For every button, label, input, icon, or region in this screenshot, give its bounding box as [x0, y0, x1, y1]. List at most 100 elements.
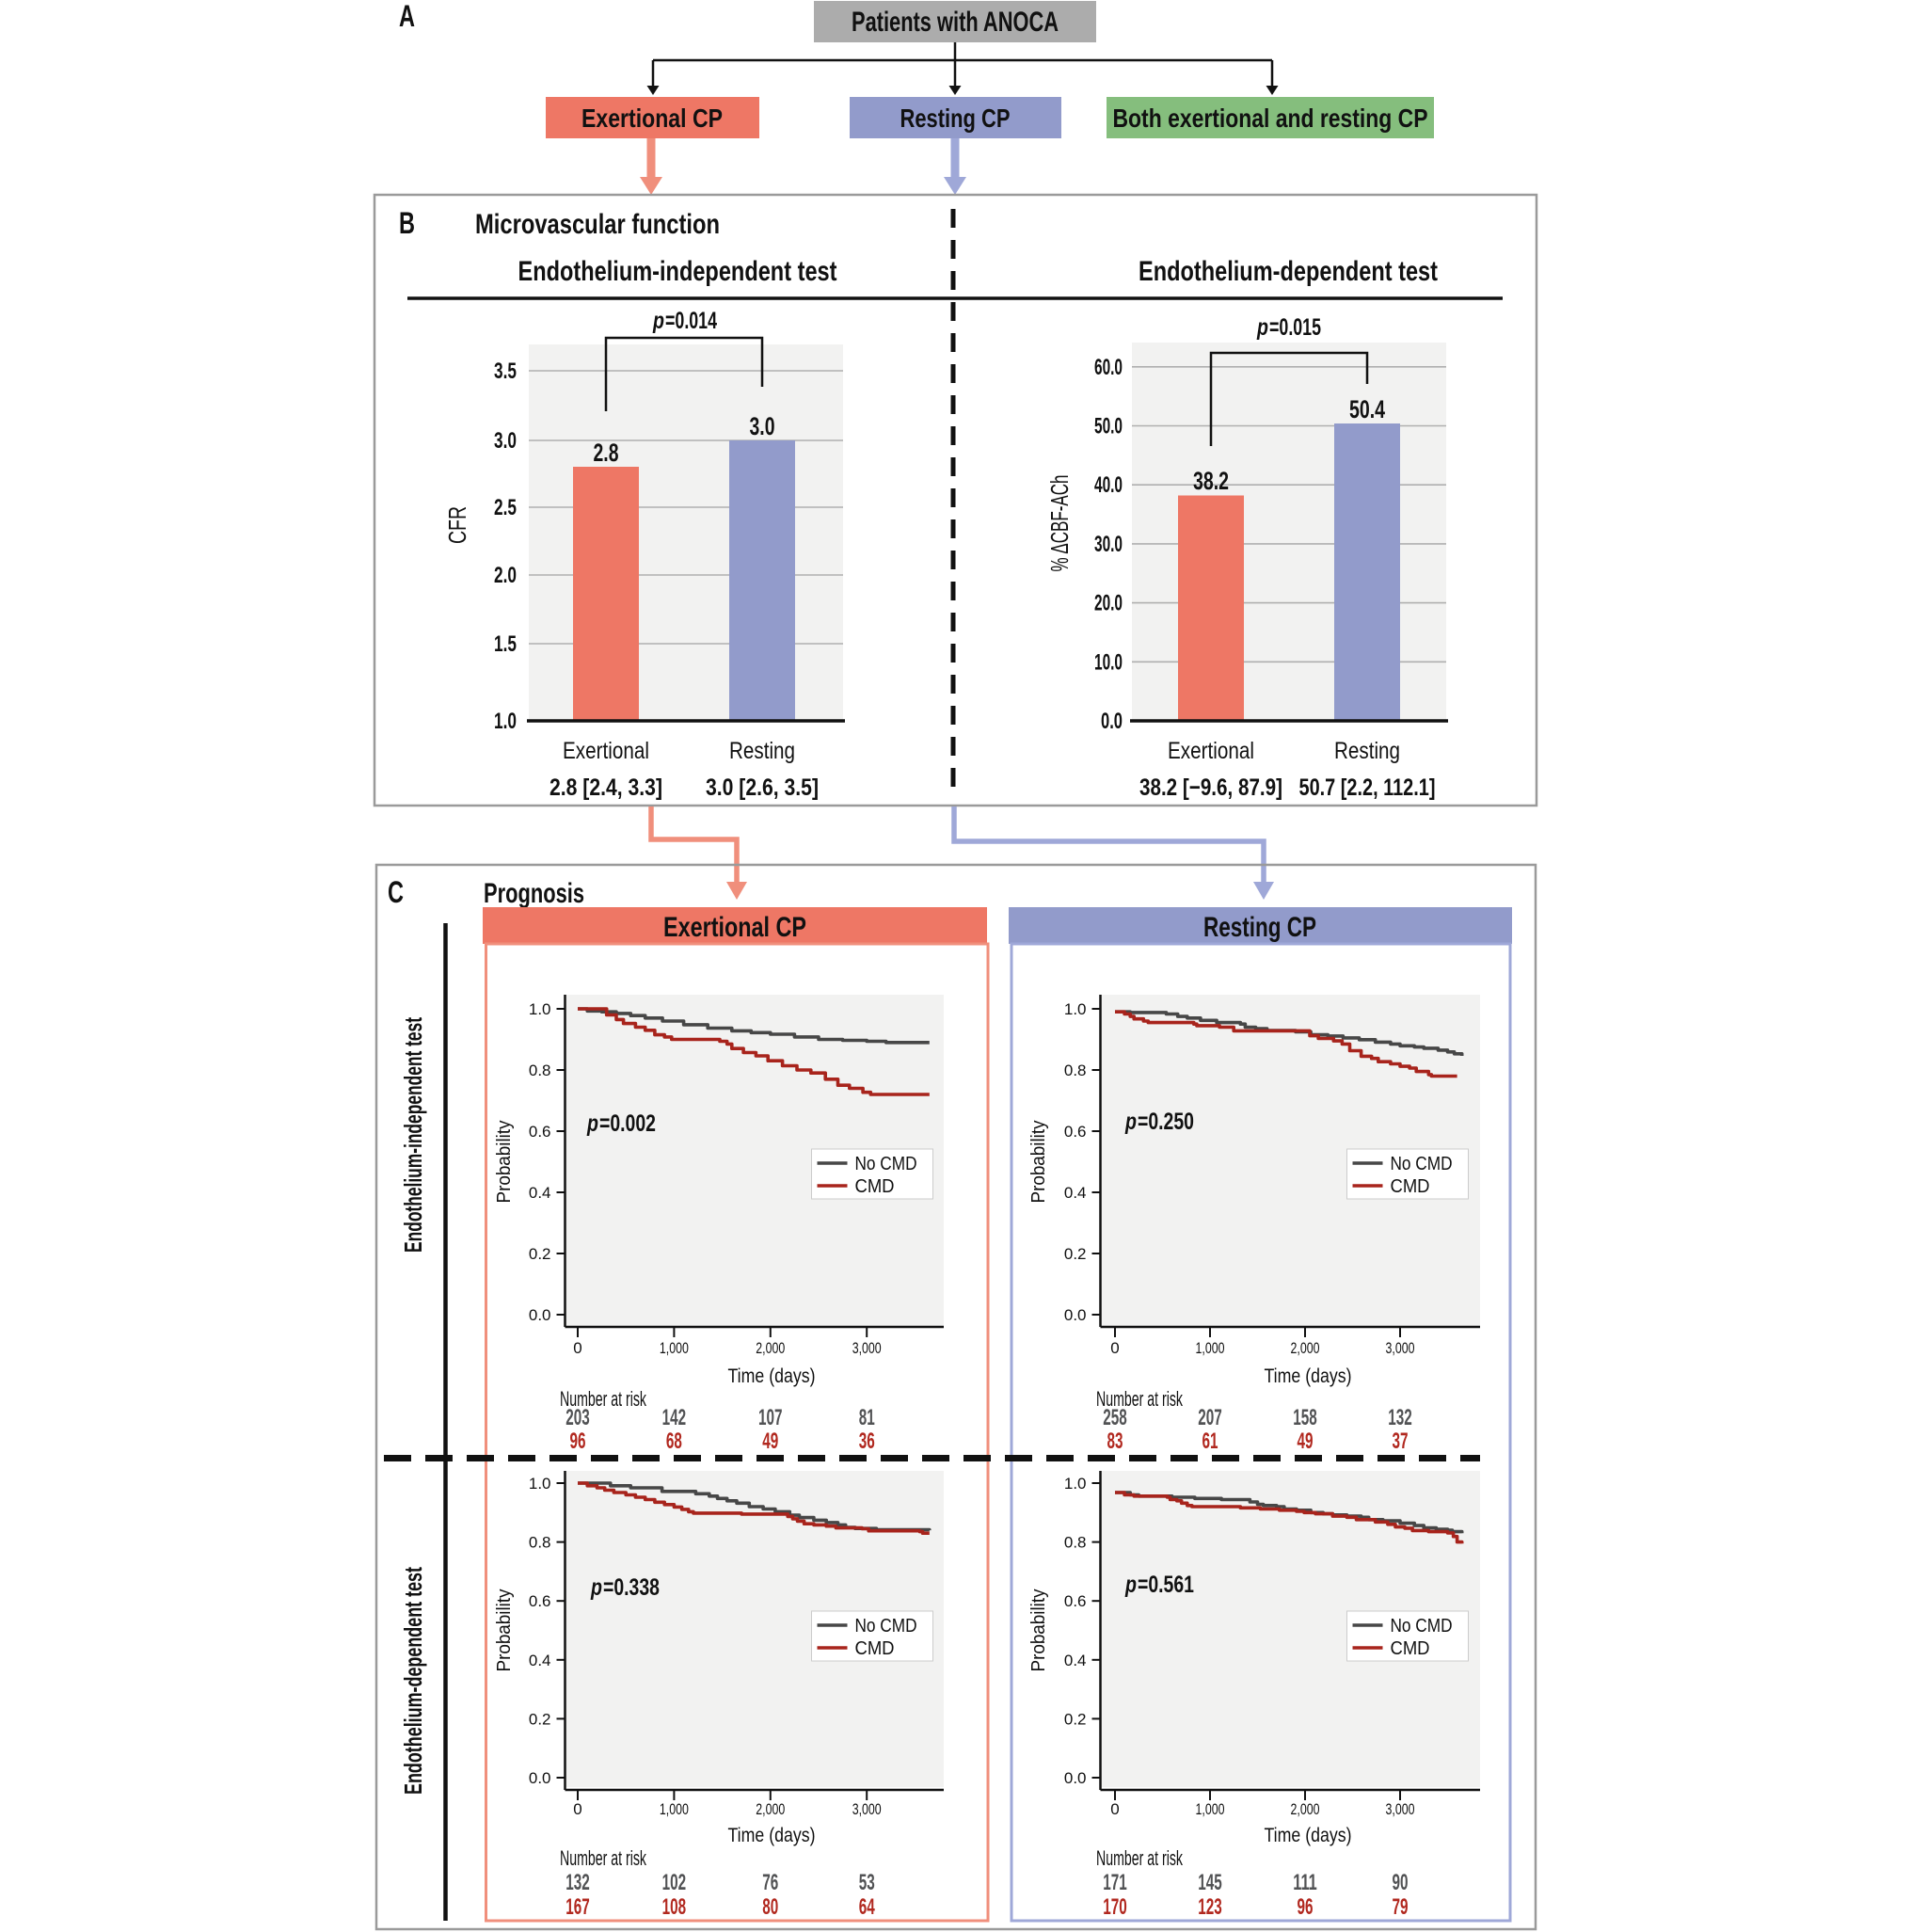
svg-text:=0.338: =0.338: [603, 1574, 660, 1601]
svg-text:158: 158: [1293, 1405, 1317, 1430]
svg-text:3,000: 3,000: [852, 1339, 882, 1357]
svg-text:Time (days): Time (days): [728, 1365, 816, 1387]
svg-text:0.4: 0.4: [1064, 1652, 1087, 1669]
svg-text:Endothelium-dependent test: Endothelium-dependent test: [399, 1567, 427, 1795]
svg-text:Resting CP: Resting CP: [1203, 912, 1316, 943]
svg-text:1,000: 1,000: [1196, 1339, 1225, 1357]
svg-text:No CMD: No CMD: [855, 1154, 917, 1174]
svg-text:Endothelium-independent test: Endothelium-independent test: [518, 256, 837, 287]
svg-text:1.0: 1.0: [494, 709, 517, 734]
svg-text:p: p: [1124, 1109, 1137, 1135]
svg-text:Number at risk: Number at risk: [1096, 1387, 1184, 1411]
svg-text:0.6: 0.6: [529, 1592, 551, 1610]
svg-text:1.0: 1.0: [529, 1475, 551, 1493]
svg-text:79: 79: [1393, 1894, 1409, 1920]
svg-text:Exertional: Exertional: [1168, 738, 1254, 764]
svg-text:76: 76: [762, 1870, 778, 1895]
svg-text:0.8: 0.8: [529, 1534, 551, 1552]
svg-text:3.5: 3.5: [494, 359, 517, 384]
svg-text:CFR: CFR: [443, 506, 471, 544]
svg-text:Prognosis: Prognosis: [484, 878, 584, 909]
svg-text:1.0: 1.0: [1064, 1475, 1087, 1493]
svg-text:107: 107: [758, 1405, 783, 1430]
svg-text:CMD: CMD: [1391, 1176, 1430, 1197]
svg-text:3.0 [2.6, 3.5]: 3.0 [2.6, 3.5]: [706, 774, 819, 801]
svg-text:36: 36: [859, 1429, 875, 1454]
svg-text:132: 132: [565, 1870, 590, 1895]
svg-text:2,000: 2,000: [756, 1800, 785, 1818]
svg-text:0.6: 0.6: [529, 1123, 551, 1141]
svg-text:2,000: 2,000: [1291, 1339, 1320, 1357]
svg-text:Probability: Probability: [1028, 1589, 1049, 1672]
svg-text:No CMD: No CMD: [1391, 1616, 1453, 1637]
svg-text:81: 81: [859, 1405, 875, 1430]
svg-text:B: B: [399, 206, 415, 240]
svg-text:258: 258: [1103, 1405, 1127, 1430]
svg-text:% ΔCBF-ACh: % ΔCBF-ACh: [1045, 475, 1074, 572]
svg-text:p: p: [1256, 314, 1268, 341]
svg-text:C: C: [388, 875, 404, 909]
svg-text:Number at risk: Number at risk: [560, 1387, 647, 1411]
svg-text:142: 142: [662, 1405, 687, 1430]
svg-text:=0.002: =0.002: [599, 1110, 656, 1137]
svg-text:CMD: CMD: [855, 1176, 895, 1197]
svg-text:Probability: Probability: [1028, 1121, 1049, 1204]
svg-text:=0.561: =0.561: [1138, 1572, 1194, 1598]
svg-text:123: 123: [1198, 1894, 1222, 1920]
svg-text:1.0: 1.0: [529, 1000, 551, 1018]
svg-text:0.0: 0.0: [1064, 1306, 1087, 1324]
svg-text:0.6: 0.6: [1064, 1123, 1087, 1141]
svg-text:0.0: 0.0: [1064, 1769, 1087, 1787]
svg-text:Endothelium-independent test: Endothelium-independent test: [399, 1017, 427, 1253]
svg-text:1,000: 1,000: [660, 1339, 689, 1357]
svg-text:p: p: [652, 308, 664, 334]
svg-text:1.5: 1.5: [494, 631, 517, 657]
svg-text:0.2: 0.2: [1064, 1245, 1087, 1263]
svg-text:132: 132: [1388, 1405, 1412, 1430]
svg-text:Number at risk: Number at risk: [560, 1846, 647, 1870]
svg-text:Time (days): Time (days): [728, 1825, 816, 1846]
svg-text:Patients with ANOCA: Patients with ANOCA: [852, 7, 1059, 38]
svg-text:3,000: 3,000: [1386, 1800, 1415, 1818]
svg-text:2.8: 2.8: [594, 439, 619, 467]
svg-text:53: 53: [859, 1870, 875, 1895]
svg-text:Endothelium-dependent test: Endothelium-dependent test: [1139, 256, 1438, 287]
svg-text:No CMD: No CMD: [855, 1616, 917, 1637]
svg-text:96: 96: [570, 1429, 586, 1454]
svg-text:207: 207: [1198, 1405, 1222, 1430]
svg-text:3,000: 3,000: [1386, 1339, 1415, 1357]
svg-text:2,000: 2,000: [1291, 1800, 1320, 1818]
svg-text:50.7 [2.2, 112.1]: 50.7 [2.2, 112.1]: [1299, 774, 1436, 801]
svg-text:3.0: 3.0: [494, 428, 517, 454]
svg-text:2.0: 2.0: [494, 563, 517, 588]
svg-text:0.4: 0.4: [529, 1652, 551, 1669]
svg-text:1,000: 1,000: [1196, 1800, 1225, 1818]
svg-text:145: 145: [1198, 1870, 1222, 1895]
svg-text:50.0: 50.0: [1094, 414, 1123, 439]
svg-text:Resting: Resting: [729, 738, 795, 764]
svg-text:Time (days): Time (days): [1265, 1825, 1352, 1846]
svg-text:3,000: 3,000: [852, 1800, 882, 1818]
svg-text:0.0: 0.0: [1101, 709, 1123, 734]
svg-text:61: 61: [1202, 1429, 1218, 1454]
svg-text:0.4: 0.4: [529, 1184, 551, 1202]
svg-text:=0.014: =0.014: [665, 308, 717, 334]
svg-text:0.8: 0.8: [1064, 1062, 1087, 1079]
svg-text:p: p: [1124, 1572, 1137, 1598]
svg-text:=0.250: =0.250: [1138, 1109, 1194, 1135]
svg-text:Microvascular function: Microvascular function: [475, 209, 720, 240]
svg-text:0: 0: [1110, 1800, 1119, 1818]
svg-text:2,000: 2,000: [756, 1339, 785, 1357]
svg-text:0.8: 0.8: [1064, 1534, 1087, 1552]
svg-text:0: 0: [573, 1339, 581, 1357]
svg-text:Number at risk: Number at risk: [1096, 1846, 1184, 1870]
svg-text:102: 102: [662, 1870, 687, 1895]
svg-text:No CMD: No CMD: [1391, 1154, 1453, 1174]
svg-text:10.0: 10.0: [1094, 649, 1123, 675]
svg-text:50.4: 50.4: [1349, 395, 1385, 423]
svg-text:49: 49: [1298, 1429, 1314, 1454]
svg-text:0.2: 0.2: [529, 1245, 551, 1263]
svg-text:p: p: [590, 1574, 602, 1601]
svg-text:171: 171: [1103, 1870, 1127, 1895]
svg-text:CMD: CMD: [1391, 1638, 1430, 1659]
